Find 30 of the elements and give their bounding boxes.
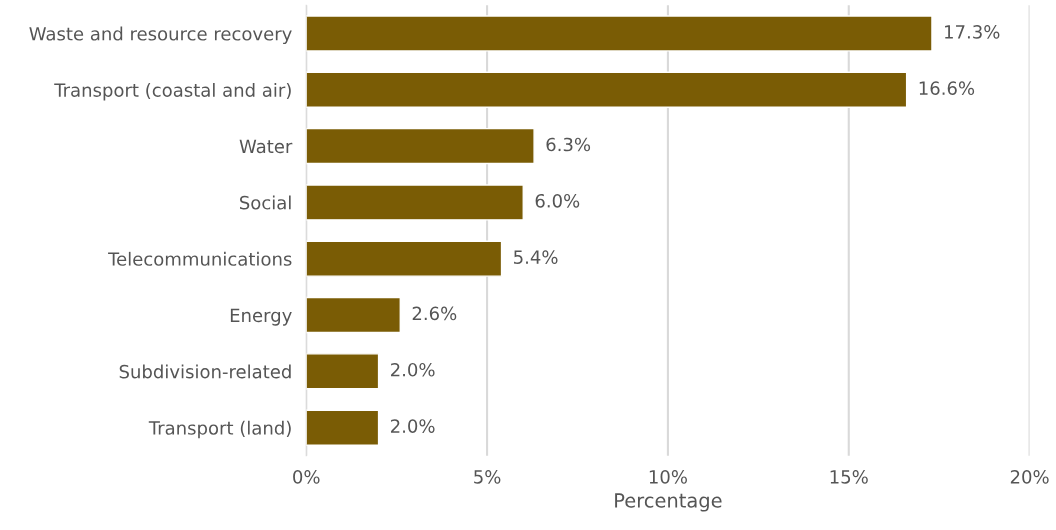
data-label: 17.3% bbox=[945, 25, 1000, 39]
bar bbox=[306, 184, 524, 221]
bar bbox=[306, 127, 535, 165]
y-tick-label: Water bbox=[239, 139, 293, 154]
bar bbox=[306, 240, 503, 277]
y-tick-label: Waste and resource recovery bbox=[29, 26, 292, 45]
x-axis-title: Percentage bbox=[615, 493, 722, 512]
x-tick-label: 0% bbox=[293, 470, 320, 484]
bar bbox=[306, 409, 380, 446]
bar bbox=[306, 15, 933, 52]
bar bbox=[306, 353, 380, 390]
data-label: 6.3% bbox=[546, 137, 591, 152]
x-tick-label: 10% bbox=[649, 470, 687, 484]
data-label: 5.4% bbox=[514, 250, 558, 264]
y-tick-label: Telecommunications bbox=[108, 251, 292, 266]
data-label: 2.6% bbox=[412, 306, 457, 321]
x-tick-label: 15% bbox=[830, 470, 868, 484]
bar bbox=[306, 71, 908, 108]
data-label: 2.0% bbox=[391, 419, 435, 433]
y-tick-label: Transport (land) bbox=[148, 420, 291, 439]
bar bbox=[306, 296, 401, 334]
x-tick-label: 20% bbox=[1010, 470, 1049, 484]
y-tick-label: Social bbox=[240, 195, 291, 210]
data-label: 16.6% bbox=[919, 81, 975, 96]
x-tick-label: 5% bbox=[474, 470, 501, 484]
data-label: 6.0% bbox=[535, 193, 580, 208]
y-tick-label: Transport (coastal and air) bbox=[54, 82, 291, 101]
data-label: 2.0% bbox=[391, 362, 435, 377]
y-tick-label: Subdivision-related bbox=[119, 364, 291, 379]
y-tick-label: Energy bbox=[230, 308, 292, 326]
